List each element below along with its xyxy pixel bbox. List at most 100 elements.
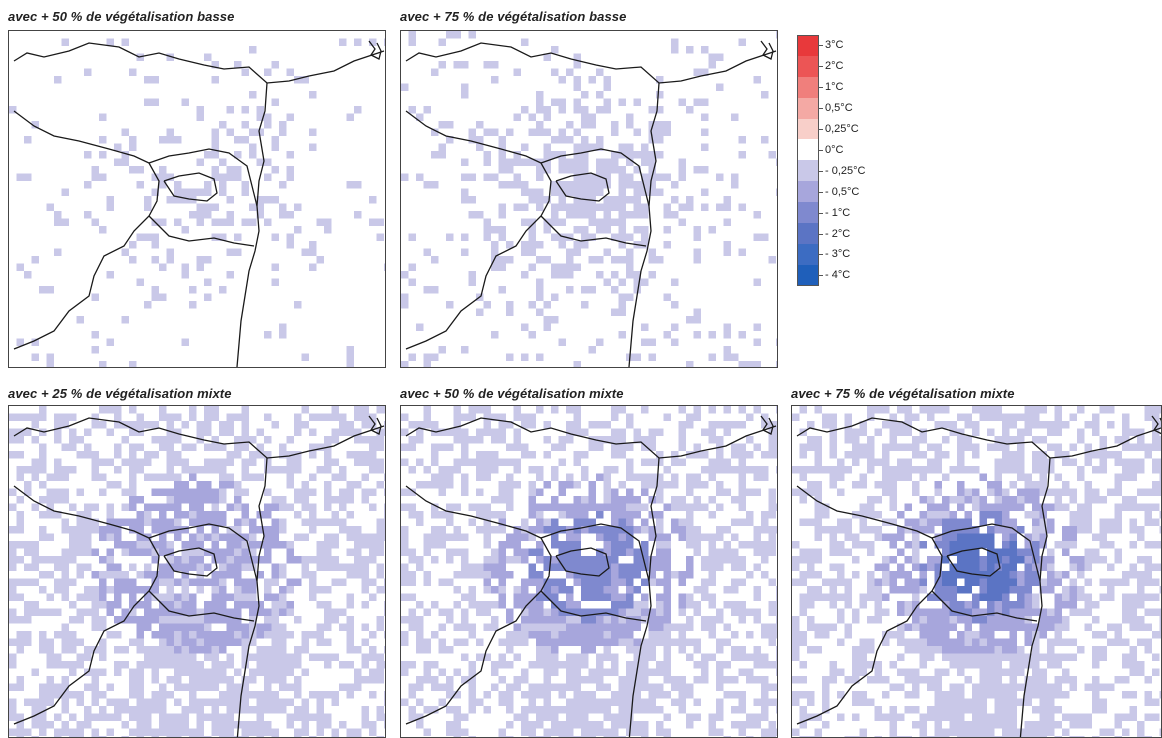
cooling-cell <box>776 698 777 706</box>
cooling-cell <box>558 623 566 631</box>
cooling-cell <box>331 653 339 661</box>
cooling-cell <box>346 623 354 631</box>
cooling-cell <box>249 46 257 54</box>
cooling-cell <box>693 541 701 549</box>
cooling-cell <box>708 548 716 556</box>
cooling-cell <box>904 586 912 594</box>
cooling-cell <box>859 698 867 706</box>
cooling-cell <box>16 338 24 346</box>
cooling-cell <box>972 698 980 706</box>
cooling-cell <box>1107 683 1115 691</box>
cooling-cell <box>618 683 626 691</box>
cooling-cell <box>1002 443 1010 451</box>
cooling-cell <box>648 623 656 631</box>
cooling-cell <box>316 541 324 549</box>
cooling-cell <box>566 158 574 166</box>
cooling-cell <box>979 406 987 414</box>
cooling-cell <box>324 586 332 594</box>
cooling-cell <box>361 721 369 729</box>
cooling-cell <box>431 68 439 76</box>
cooling-cell <box>573 668 581 676</box>
cooling-cell <box>656 458 664 466</box>
cooling-cell <box>369 413 377 421</box>
cooling-cell <box>957 661 965 669</box>
cooling-cell <box>256 428 264 436</box>
cooling-cell <box>528 721 536 729</box>
cooling-cell <box>1137 533 1145 541</box>
cooling-cell <box>219 421 227 429</box>
cooling-cell <box>686 511 694 519</box>
cooling-cell <box>1122 571 1130 579</box>
cooling-cell <box>776 601 777 609</box>
cooling-cell <box>768 736 776 737</box>
cooling-cell <box>829 548 837 556</box>
cooling-cell <box>331 413 339 421</box>
cooling-cell <box>16 511 24 519</box>
cooling-cell <box>807 691 815 699</box>
cooling-cell <box>136 713 144 721</box>
cooling-cell <box>286 713 294 721</box>
cooling-cell <box>693 331 701 339</box>
cooling-cell <box>181 548 189 556</box>
cooling-cell <box>1009 608 1017 616</box>
cooling-cell <box>1024 428 1032 436</box>
cooling-cell <box>69 661 77 669</box>
cooling-cell <box>882 406 890 414</box>
cooling-cell <box>468 661 476 669</box>
cooling-cell <box>31 503 39 511</box>
cooling-cell <box>438 533 446 541</box>
cooling-cell <box>972 691 980 699</box>
cooling-cell <box>506 481 514 489</box>
cooling-cell <box>521 241 529 249</box>
cooling-cell <box>934 541 942 549</box>
cooling-cell <box>416 563 424 571</box>
cooling-cell <box>837 518 845 526</box>
cooling-cell <box>468 278 476 286</box>
cooling-cell <box>753 548 761 556</box>
cooling-cell <box>423 541 431 549</box>
cooling-cell <box>1047 653 1055 661</box>
cooling-cell <box>753 466 761 474</box>
department-boundary <box>148 590 255 622</box>
cooling-cell <box>671 676 679 684</box>
cooling-cell <box>934 623 942 631</box>
cooling-cell <box>446 608 454 616</box>
cooling-cell <box>226 128 234 136</box>
cooling-cell <box>24 728 32 736</box>
cooling-cell <box>964 616 972 624</box>
cooling-cell <box>859 653 867 661</box>
cooling-cell <box>814 503 822 511</box>
cooling-cell <box>1002 563 1010 571</box>
cooling-cell <box>129 136 137 144</box>
cooling-cell <box>768 496 776 504</box>
map-mixed-50 <box>400 405 778 738</box>
cooling-cell <box>476 466 484 474</box>
cooling-cell <box>558 541 566 549</box>
cooling-cell <box>1122 593 1130 601</box>
cooling-cell <box>1159 443 1161 451</box>
cooling-cell <box>121 151 129 159</box>
cooling-cell <box>1002 428 1010 436</box>
cooling-cell <box>189 496 197 504</box>
cooling-cell <box>423 406 431 414</box>
cooling-cell <box>852 698 860 706</box>
cooling-cell <box>979 676 987 684</box>
cooling-cell <box>543 53 551 61</box>
cooling-cell <box>54 211 62 219</box>
cooling-cell <box>234 526 242 534</box>
cooling-cell <box>468 128 476 136</box>
cooling-cell <box>61 728 69 736</box>
cooling-cell <box>581 563 589 571</box>
cooling-cell <box>972 421 980 429</box>
cooling-cell <box>234 668 242 676</box>
cooling-cell <box>1077 428 1085 436</box>
cooling-cell <box>301 563 309 571</box>
cooling-cell <box>1129 458 1137 466</box>
cooling-cell <box>91 616 99 624</box>
cooling-cell <box>174 593 182 601</box>
cooling-cell <box>919 676 927 684</box>
cooling-cell <box>498 458 506 466</box>
cooling-cell <box>506 683 514 691</box>
cooling-cell <box>776 436 777 444</box>
cooling-cell <box>768 436 776 444</box>
